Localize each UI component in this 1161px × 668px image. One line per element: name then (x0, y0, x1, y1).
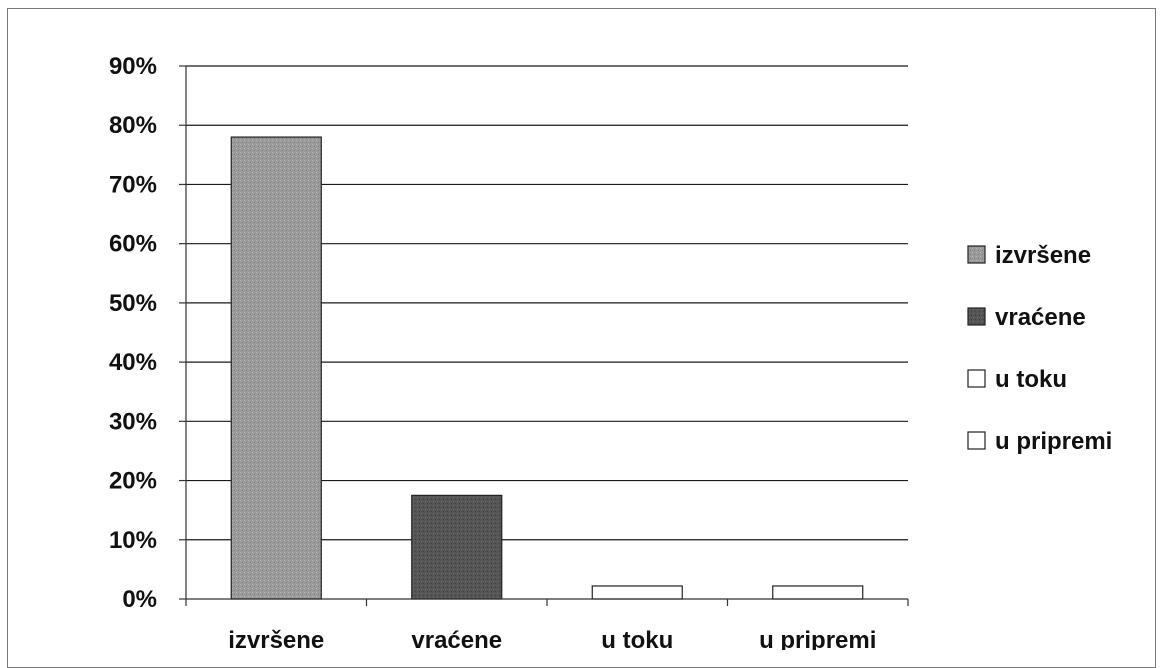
y-tick-label: 50% (109, 290, 157, 317)
legend-swatch (967, 431, 986, 450)
bars (230, 136, 864, 600)
legend-label: u pripremi (995, 428, 1112, 455)
x-axis-labels: izvršene vraćene u toku u pripremi (228, 627, 876, 650)
y-tick-label: 70% (109, 171, 157, 198)
chart-frame (7, 8, 1156, 668)
legend-label: vraćene (995, 304, 1086, 331)
y-tick-label: 40% (109, 349, 157, 376)
legend-label: izvršene (995, 242, 1091, 269)
bar-4 (772, 585, 864, 600)
y-tick-label: 20% (109, 468, 157, 495)
x-category-label: vraćene (411, 627, 502, 650)
x-category-label: u toku (601, 627, 673, 650)
legend-swatch (967, 245, 986, 264)
y-tick-label: 90% (109, 53, 157, 80)
x-category-label: izvršene (228, 627, 324, 650)
x-axis (185, 598, 909, 606)
bar-chart: 0% 10% 20% 30% 40% 50% 60% 70% 80% 90% izvršene vr… (109, 53, 1112, 650)
bar-1 (230, 136, 322, 600)
y-axis-ticks: 0% 10% 20% 30% 40% 50% 60% 70% 80% 90% (109, 53, 187, 613)
legend-label: u toku (995, 366, 1067, 393)
legend-swatch (967, 307, 986, 326)
y-tick-label: 10% (109, 527, 157, 554)
y-tick-label: 80% (109, 112, 157, 139)
y-tick-label: 30% (109, 408, 157, 435)
legend: izvršene vraćene u toku u pripremi (967, 242, 1112, 455)
legend-swatch (967, 369, 986, 388)
x-category-label: u pripremi (759, 627, 876, 650)
y-tick-label: 0% (122, 586, 157, 613)
y-tick-label: 60% (109, 231, 157, 258)
bar-3 (591, 585, 683, 600)
bar-2 (411, 494, 503, 600)
